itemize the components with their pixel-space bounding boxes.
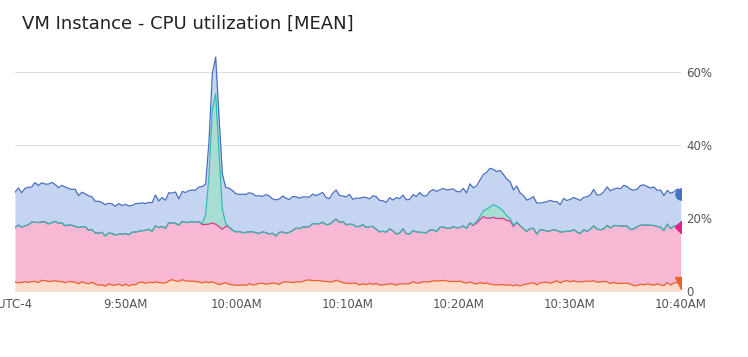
- Text: VM Instance - CPU utilization [MEAN]: VM Instance - CPU utilization [MEAN]: [22, 15, 353, 33]
